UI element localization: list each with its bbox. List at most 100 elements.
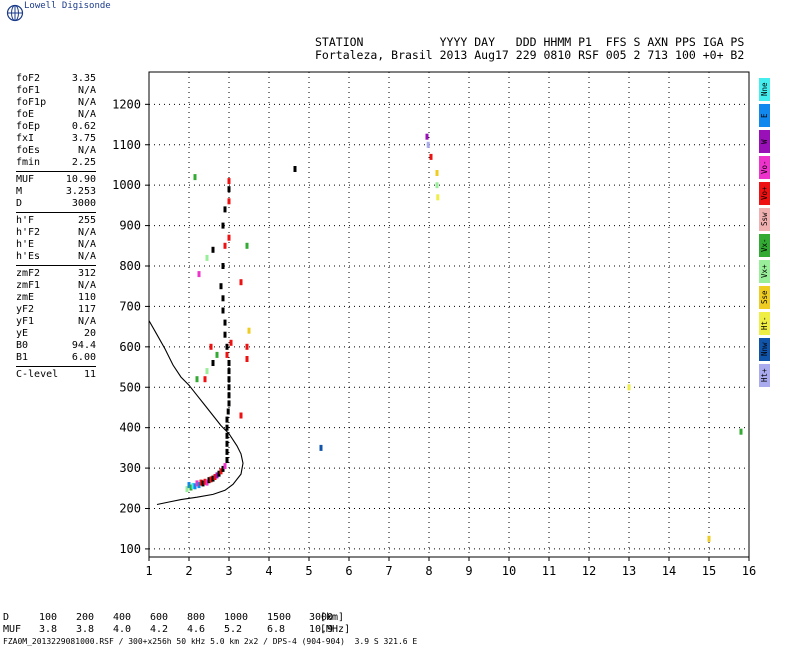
param-label: foF1 [16,85,41,96]
echo-point [425,133,429,140]
echo-point [225,351,229,358]
param-muf: MUF 10.90 [16,174,96,186]
param-value: N/A [77,239,96,250]
echo-point [205,254,209,261]
echo-point [223,331,227,338]
echo-point [209,343,213,350]
echo-point [436,194,440,201]
echo-point [203,376,207,383]
x-tick-label: 10 [502,564,516,578]
table-cell: 10.9 [309,624,334,635]
y-tick-label: 100 [119,542,141,556]
echo-point [215,351,219,358]
echo-point [226,408,230,415]
x-tick-label: 12 [582,564,596,578]
echo-point [201,480,205,487]
echo-point [239,412,243,419]
x-tick-label: 5 [305,564,312,578]
param-h-es: h'Es N/A [16,251,96,263]
legend-label: Vo+ [760,186,769,201]
legend-label: Nne [760,82,769,97]
y-tick-label: 300 [119,461,141,475]
table-cell: 5.2 [224,624,243,635]
echo-point [207,477,211,484]
echo-point [211,475,215,482]
muf-row: MUF 3.8 3.8 4.0 4.2 4.6 5.2 6.8 10.9 [MHz] [3,624,423,636]
param-label: fmin [16,157,41,168]
legend-label: W [760,139,769,144]
param-label: foEs [16,145,41,156]
param-value: 3.35 [71,73,96,84]
param-value: N/A [77,85,96,96]
param-separator [16,265,96,266]
param-value: 3.253 [65,186,96,197]
echo-point [627,384,631,391]
param-value: 6.00 [71,352,96,363]
param-fof2: foF2 3.35 [16,73,96,85]
param-label: zmF2 [16,268,41,279]
param-value: 3000 [71,198,96,209]
echo-point [189,484,193,491]
echo-point [225,440,229,447]
param-value: N/A [77,251,96,262]
legend-label: Ht- [760,316,769,331]
param-value: 94.4 [71,340,96,351]
echo-point [227,198,231,205]
param-label: B0 [16,340,29,351]
echo-point [225,416,229,423]
legend-item-vx-minus: Vx+ [759,260,770,283]
echo-point [227,186,231,193]
echo-point [225,448,229,455]
legend-label: Vo- [760,160,769,175]
electron-density-profile [148,320,244,506]
legend-item-w: W [759,130,770,153]
table-cell: 3000 [309,612,334,623]
echo-point [187,482,191,489]
echo-point [219,468,223,475]
table-unit: [km] [320,612,345,623]
echo-point [245,343,249,350]
echo-point [211,246,215,253]
x-tick-label: 4 [265,564,272,578]
legend-label: Vx+ [760,264,769,279]
legend-label: Vx- [760,238,769,253]
param-label: h'F2 [16,227,41,238]
echo-point [221,307,225,314]
echo-point [429,153,433,160]
table-cell: 1000 [224,612,249,623]
table-cell: 400 [113,612,132,623]
echo-point [197,482,201,489]
muf-table: D 100 200 400 600 800 1000 1500 3000 [km] MUF 3.8 3… [3,612,423,636]
echo-point [319,444,323,451]
param-zmf2: zmF2 312 [16,268,96,280]
param-fof1p: foF1p N/A [16,97,96,109]
param-value: N/A [77,316,96,327]
param-label: h'E [16,239,35,250]
echo-point [426,141,430,148]
echo-point [213,474,217,480]
param-label: h'Es [16,251,41,262]
x-tick-label: 13 [622,564,636,578]
param-h-f: h'F 255 [16,215,96,227]
echo-point [227,384,231,391]
table-cell: 4.0 [113,624,132,635]
param-label: foF2 [16,73,41,84]
table-row-label: D [3,612,10,623]
param-separator [16,171,96,172]
param-value: N/A [77,145,96,156]
param-value: N/A [77,280,96,291]
globe-logo-icon [6,4,24,22]
legend-item-sse: Sse [759,286,770,309]
param-label: yF2 [16,304,35,315]
x-tick-label: 11 [542,564,556,578]
param-b0: B0 94.4 [16,340,96,352]
y-tick-label: 700 [119,299,141,313]
echo-point [225,343,229,350]
echo-point [223,206,227,213]
param-d: D 3000 [16,198,96,210]
echo-point [211,360,215,366]
header-labels: STATION YYYY DAY DDD HHMM P1 FFS S AXN P… [315,35,745,49]
param-label: M [16,186,23,197]
param-value: 3.75 [71,133,96,144]
param-separator [16,366,96,367]
